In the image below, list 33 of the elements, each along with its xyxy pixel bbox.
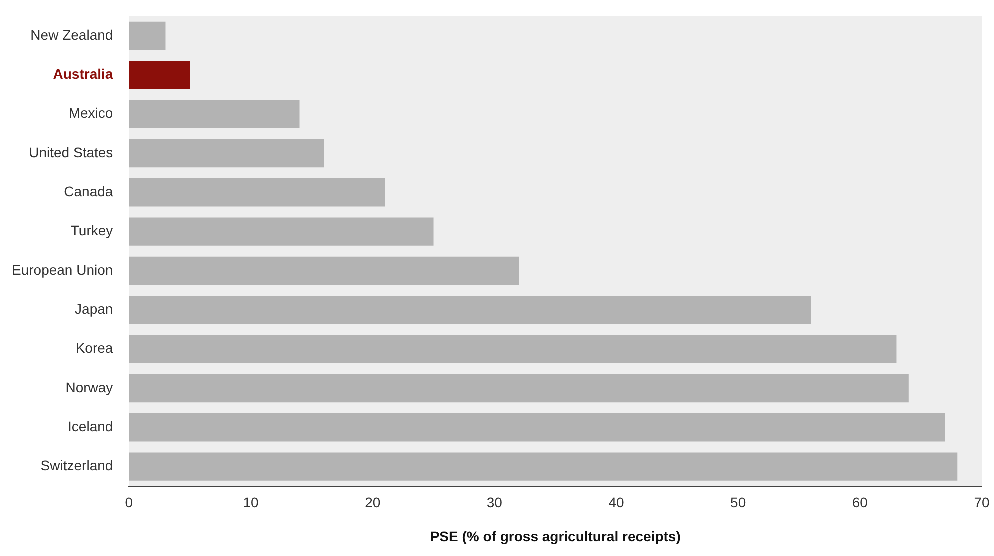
y-tick-label: Australia	[53, 66, 114, 82]
y-tick-label: United States	[29, 144, 114, 160]
x-tick-label: 60	[852, 494, 868, 511]
bar	[129, 414, 946, 442]
x-tick-label: 40	[608, 494, 625, 511]
bar	[129, 452, 958, 481]
y-tick-label: Canada	[64, 184, 114, 200]
x-tick-label: 50	[730, 494, 746, 511]
y-tick-label: Iceland	[68, 418, 114, 435]
bar	[129, 218, 434, 246]
bar	[129, 256, 520, 286]
bar	[129, 61, 190, 90]
y-tick-label: Korea	[76, 340, 114, 356]
bar	[129, 296, 812, 324]
y-tick-label: Japan	[75, 301, 114, 318]
x-tick-label: 20	[365, 494, 381, 511]
y-tick-label: Mexico	[68, 105, 114, 122]
x-tick-label: 30	[486, 494, 503, 511]
bar	[129, 139, 324, 168]
x-tick-label: 70	[974, 494, 990, 511]
y-tick-label: Norway	[66, 379, 114, 396]
bar	[129, 335, 897, 364]
bar	[129, 100, 300, 128]
y-tick-label: European Union	[12, 262, 114, 278]
y-tick-label: Turkey	[70, 222, 114, 239]
bar	[129, 374, 909, 403]
bar	[129, 22, 166, 50]
y-tick-label: New Zealand	[30, 26, 114, 43]
x-axis-title: PSE (% of gross agricultural receipts)	[430, 528, 681, 544]
y-tick-label: Switzerland	[40, 458, 114, 474]
x-tick-label: 10	[243, 494, 260, 511]
x-tick-label: 0	[125, 494, 134, 511]
bar	[129, 178, 386, 207]
